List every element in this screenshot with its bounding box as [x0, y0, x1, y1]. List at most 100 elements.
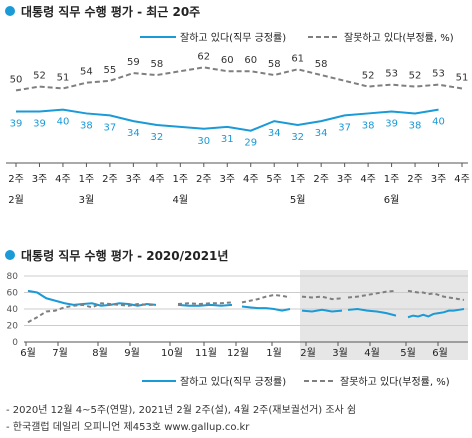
- y-tick-label: 0: [12, 338, 18, 348]
- y-tick-label: 60: [7, 289, 19, 299]
- series-line-disapprove: [177, 301, 233, 306]
- series-line-approve: [177, 303, 233, 307]
- data-label-disapprove: 52: [409, 71, 422, 82]
- data-label-disapprove: 61: [291, 53, 304, 64]
- data-label-disapprove: 55: [104, 65, 117, 76]
- data-label-approve: 40: [432, 117, 445, 128]
- x-tick-label: 1월: [266, 347, 282, 359]
- title-bullet-icon: [5, 250, 15, 260]
- series-line-approve: [347, 307, 397, 317]
- data-label-disapprove: 58: [268, 59, 281, 70]
- x-tick-label: 11월: [195, 347, 217, 359]
- data-label-disapprove: 50: [10, 74, 23, 85]
- series-line-approve: [407, 308, 465, 319]
- x-tick-label: 2주: [102, 174, 118, 185]
- data-label-approve: 32: [291, 132, 304, 143]
- data-label-approve: 40: [57, 117, 70, 128]
- x-tick-label: 2주: [407, 174, 423, 185]
- x-tick-label: 9월: [124, 347, 140, 359]
- x-tick-label: 3주: [32, 174, 48, 185]
- footnote-source: - 한국갤럽 데일리 오피니언 제453호 www.gallup.co.kr: [6, 422, 250, 433]
- chart-recent-20-weeks: 대통령 직무 수행 평가 - 최근 20주 잘하고 있다(직무 긍정률) 잘못하…: [5, 4, 470, 206]
- series-line-disapprove: [407, 289, 465, 301]
- x-tick-label: 2주: [8, 174, 24, 185]
- chart2-title: 대통령 직무 수행 평가 - 2020/2021년: [21, 248, 228, 263]
- x-tick-label: 4주: [149, 174, 165, 185]
- y-tick-label: 40: [7, 305, 19, 315]
- data-label-approve: 37: [338, 122, 351, 133]
- x-month-label: 6월: [384, 194, 400, 206]
- x-tick-label: 5월: [400, 347, 416, 359]
- data-label-disapprove: 53: [432, 69, 445, 80]
- x-tick-label: 1주: [173, 174, 189, 185]
- x-month-label: 5월: [290, 194, 306, 206]
- data-label-approve: 38: [80, 120, 93, 131]
- x-month-label: 2월: [8, 194, 24, 206]
- series-line-approve: [241, 305, 291, 312]
- x-tick-label: 8월: [92, 347, 108, 359]
- data-label-disapprove: 51: [57, 72, 70, 83]
- series-line-disapprove: [27, 302, 156, 324]
- data-label-disapprove: 52: [33, 71, 46, 82]
- title-bullet-icon: [5, 6, 15, 16]
- data-label-approve: 34: [315, 128, 328, 139]
- x-tick-label: 3주: [219, 174, 235, 185]
- x-tick-label: 2월: [300, 347, 316, 359]
- data-label-approve: 32: [150, 132, 163, 143]
- series-line-disapprove: [15, 66, 463, 92]
- series-line-approve: [16, 108, 439, 132]
- x-tick-label: 3주: [126, 174, 142, 185]
- x-month-label: 4월: [173, 194, 189, 206]
- data-label-approve: 37: [104, 122, 117, 133]
- chart-2020-2021: 대통령 직무 수행 평가 - 2020/2021년 0 20 40 60 80 6월 7월…: [5, 248, 468, 388]
- x-tick-label: 2주: [196, 174, 212, 185]
- x-tick-label: 12월: [227, 347, 249, 359]
- data-label-approve: 34: [127, 128, 140, 139]
- x-tick-label: 4월: [364, 347, 380, 359]
- legend-disapprove-label: 잘못하고 있다(부정률, %): [344, 31, 454, 44]
- x-tick-label: 1주: [384, 174, 400, 185]
- data-label-disapprove: 58: [315, 59, 328, 70]
- series-line-approve: [301, 308, 343, 313]
- data-label-approve: 31: [221, 134, 234, 145]
- data-label-approve: 38: [409, 120, 422, 131]
- shaded-2021-region: [300, 270, 468, 360]
- chart1-title: 대통령 직무 수행 평가 - 최근 20주: [21, 4, 200, 19]
- series-line-disapprove: [241, 293, 291, 304]
- x-month-label: 3월: [79, 194, 95, 206]
- series-line-disapprove: [347, 289, 397, 299]
- data-label-approve: 38: [362, 120, 375, 131]
- x-tick-label: 4주: [454, 174, 470, 185]
- data-label-disapprove: 62: [197, 51, 210, 62]
- data-label-approve: 39: [385, 119, 398, 130]
- x-tick-label: 3월: [332, 347, 348, 359]
- data-label-disapprove: 51: [456, 72, 469, 83]
- data-label-disapprove: 59: [127, 57, 140, 68]
- data-label-approve: 39: [10, 119, 23, 130]
- x-tick-label: 6월: [20, 347, 36, 359]
- x-tick-label: 3주: [431, 174, 447, 185]
- legend-approve-label: 잘하고 있다(직무 긍정률): [180, 375, 286, 388]
- x-tick-label: 4주: [360, 174, 376, 185]
- data-label-approve: 29: [244, 138, 257, 149]
- data-label-disapprove: 60: [221, 55, 234, 66]
- chart2-marks: 6월 7월 8월 9월 10월 11월 12월 1월 2월 3월 4월 5월 6월: [20, 289, 465, 359]
- legend-disapprove-label: 잘못하고 있다(부정률, %): [340, 375, 450, 388]
- data-label-approve: 39: [33, 119, 46, 130]
- x-tick-label: 4주: [243, 174, 259, 185]
- data-label-disapprove: 53: [385, 69, 398, 80]
- series-line-approve: [27, 289, 157, 307]
- x-tick-label: 1주: [79, 174, 95, 185]
- chart2-grid: 0 20 40 60 80: [7, 272, 468, 348]
- x-tick-label: 5주: [266, 174, 282, 185]
- x-tick-label: 2주: [313, 174, 329, 185]
- data-label-approve: 34: [268, 128, 281, 139]
- chart1-marks: 50 52 51 54 55 59 58 62 60 60 58 61 58 52 53 52 53 51 39 39…: [8, 51, 470, 206]
- data-label-disapprove: 54: [80, 67, 93, 78]
- legend-approve-label: 잘하고 있다(직무 긍정률): [180, 31, 286, 44]
- data-label-disapprove: 52: [362, 71, 375, 82]
- x-tick-label: 7월: [52, 347, 68, 359]
- x-tick-label: 10월: [161, 347, 183, 359]
- x-tick-label: 4주: [55, 174, 71, 185]
